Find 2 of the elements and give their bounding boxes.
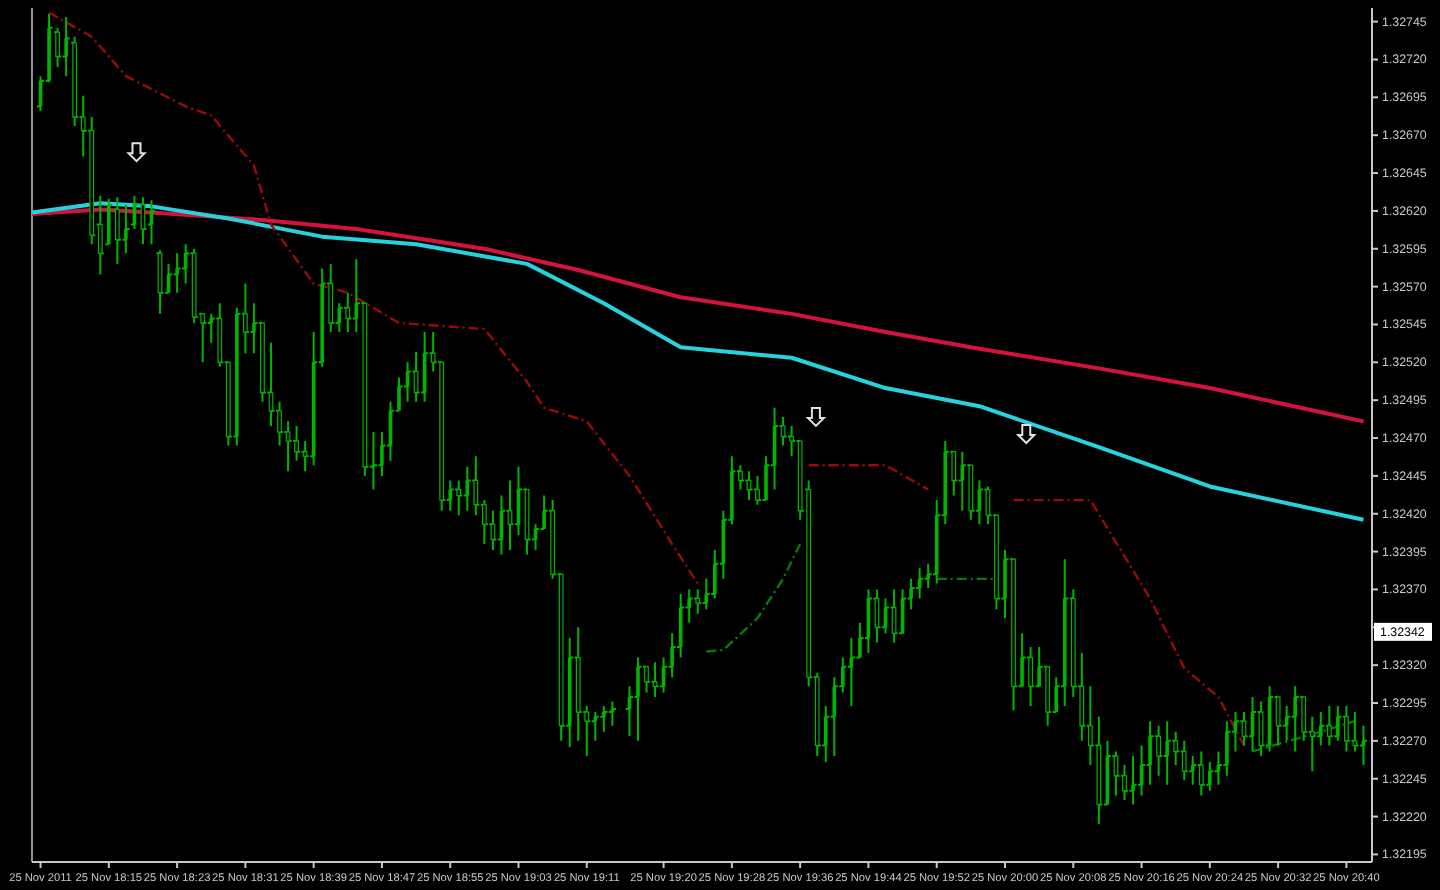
line-series xyxy=(30,201,1366,522)
line-series xyxy=(30,207,1366,424)
